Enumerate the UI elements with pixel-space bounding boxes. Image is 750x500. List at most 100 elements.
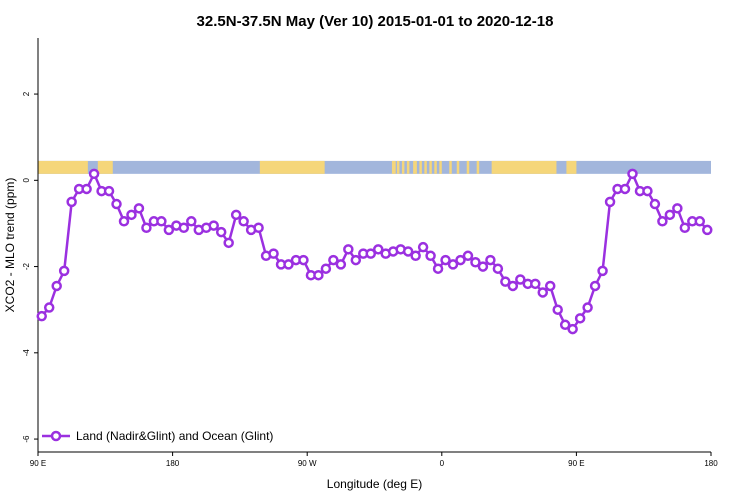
data-point (582, 302, 593, 313)
data-point (432, 263, 444, 274)
axes (37, 38, 711, 453)
data-point (597, 265, 608, 277)
y-tick-label: -6 (22, 435, 31, 443)
land-strip-segment (449, 160, 452, 174)
data-point (649, 198, 661, 210)
data-point (215, 226, 227, 238)
data-point (485, 254, 496, 266)
data-point (657, 216, 668, 227)
data-point (238, 216, 249, 227)
data-point (544, 280, 556, 292)
data-point (328, 254, 339, 266)
data-point (268, 248, 279, 259)
x-tick-label: 90 E (568, 459, 584, 468)
data-point (208, 220, 219, 231)
data-point (417, 241, 429, 253)
data-point (500, 276, 511, 287)
data-point (230, 209, 242, 221)
data-point (679, 222, 691, 233)
land-strip-segment (413, 160, 417, 174)
land-strip-segment (396, 160, 400, 174)
data-point (283, 259, 294, 270)
x-tick-label: 0 (440, 459, 445, 468)
y-tick-label: 0 (22, 178, 31, 183)
data-point (702, 224, 713, 236)
y-tick-label: 2 (22, 91, 31, 96)
data-point (223, 237, 234, 249)
land-strip-segment (476, 160, 480, 174)
data-point (313, 269, 324, 281)
data-point (425, 250, 436, 262)
land-strip-segment (456, 160, 460, 174)
land-strip-segment (419, 160, 422, 174)
data-point (126, 209, 137, 221)
land-ocean-strip (38, 160, 711, 174)
data-point (447, 259, 459, 270)
data-point (178, 222, 190, 233)
data-point (111, 198, 122, 210)
land-strip-segment (391, 160, 396, 174)
data-point (335, 259, 347, 270)
data-point (515, 274, 526, 285)
data-point (470, 257, 481, 268)
data-point (627, 168, 638, 180)
data-point (133, 203, 145, 214)
land-strip-segment (434, 160, 437, 174)
data-point (81, 183, 92, 195)
ocean-strip-segment (38, 160, 711, 174)
land-strip-segment (406, 160, 410, 174)
data-point (604, 196, 616, 208)
data-point (103, 185, 115, 197)
data-point (410, 250, 421, 262)
y-axis-label: XCO2 - MLO trend (ppm) (3, 178, 17, 313)
x-ticks: 90 E 180 90 W 0 90 E 180 (30, 452, 718, 468)
data-point (619, 183, 631, 195)
legend: Land (Nadir&Glint) and Ocean (Glint) (42, 429, 273, 443)
data-point (58, 265, 70, 277)
land-strip-segment (424, 160, 427, 174)
data-point (343, 244, 354, 255)
land-strip-segment (566, 160, 577, 174)
x-tick-label: 180 (166, 459, 180, 468)
legend-marker-swatch (50, 430, 62, 442)
y-ticks: -6 -4 -2 0 2 (22, 91, 38, 443)
data-point (118, 216, 130, 227)
data-point (365, 248, 377, 259)
data-point (66, 196, 77, 208)
land-strip-segment (439, 160, 442, 174)
data-point (455, 254, 466, 266)
y-tick-label: -4 (22, 349, 31, 357)
data-point (567, 323, 578, 335)
legend-label: Land (Nadir&Glint) and Ocean (Glint) (76, 429, 273, 443)
data-point (163, 224, 175, 236)
y-tick-label: -2 (22, 262, 31, 270)
data-point (402, 246, 414, 257)
land-strip-segment (429, 160, 432, 174)
land-strip-segment (259, 160, 325, 174)
data-point (559, 319, 571, 331)
data-point (141, 222, 152, 233)
data-point (589, 280, 601, 292)
data-point (372, 244, 384, 255)
x-tick-label: 90 E (30, 459, 46, 468)
data-point (298, 254, 309, 266)
x-tick-label: 180 (704, 459, 718, 468)
data-point (43, 302, 55, 313)
land-strip-segment (491, 160, 557, 174)
data-point (462, 250, 474, 262)
data-point (530, 278, 541, 290)
data-point (694, 216, 706, 227)
x-axis-label: Longitude (deg E) (327, 477, 422, 491)
data-point (574, 313, 586, 324)
data-point (88, 168, 100, 180)
data-point (440, 254, 451, 266)
series-layer (36, 168, 713, 335)
data-point (253, 222, 264, 233)
data-point (672, 203, 683, 214)
data-point (664, 209, 676, 221)
chart-title: 32.5N-37.5N May (Ver 10) 2015-01-01 to 2… (197, 13, 554, 30)
data-point (350, 254, 362, 266)
data-point (642, 185, 653, 197)
data-point (36, 310, 47, 322)
